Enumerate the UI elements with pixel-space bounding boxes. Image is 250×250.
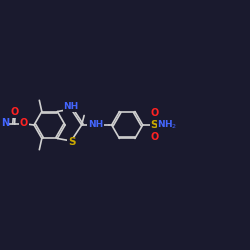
Text: NH$_2$: NH$_2$: [157, 118, 178, 131]
Text: O: O: [11, 107, 19, 117]
Text: O: O: [150, 132, 158, 141]
Text: O: O: [20, 118, 28, 128]
Text: S: S: [150, 120, 158, 130]
Text: NH: NH: [64, 102, 79, 111]
Text: S: S: [68, 137, 76, 147]
Text: O: O: [150, 108, 158, 118]
Text: N: N: [1, 118, 9, 128]
Text: NH: NH: [88, 120, 103, 129]
